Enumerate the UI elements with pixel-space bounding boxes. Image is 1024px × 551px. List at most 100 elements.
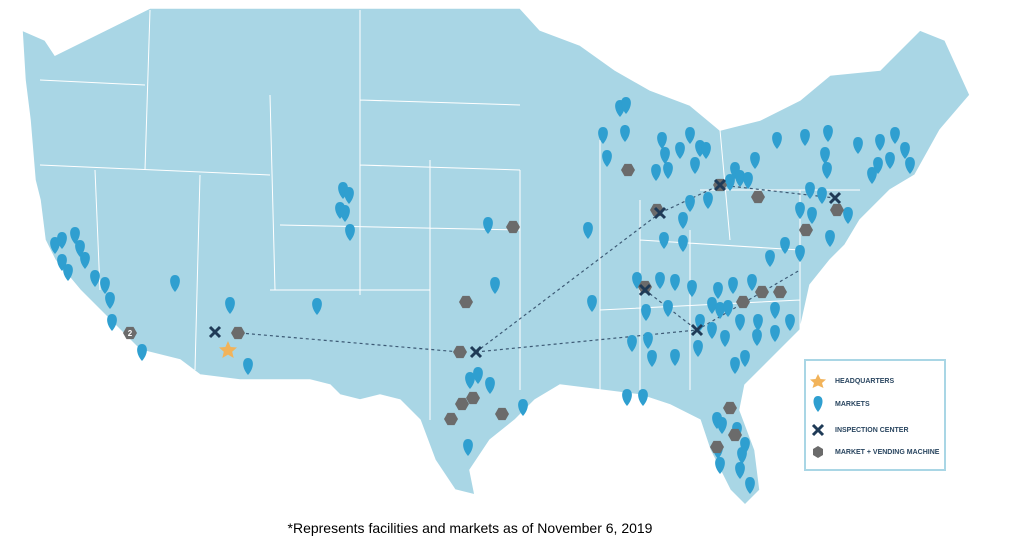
market-pin xyxy=(825,230,835,247)
inspection-center xyxy=(828,191,842,205)
market-pin xyxy=(701,142,711,159)
market-pin xyxy=(707,297,717,314)
inspection-center xyxy=(208,325,222,339)
market-pin xyxy=(843,207,853,224)
market-pin xyxy=(225,297,235,314)
market-pin xyxy=(638,389,648,406)
vending-hex xyxy=(799,223,813,237)
legend-label: MARKET + VENDING MACHINE xyxy=(835,449,940,456)
market-pin xyxy=(703,192,713,209)
inspection-center xyxy=(638,283,652,297)
market-pin xyxy=(107,314,117,331)
market-pin xyxy=(725,174,735,191)
headquarters-star xyxy=(219,341,237,358)
market-pin xyxy=(627,335,637,352)
market-pin xyxy=(770,325,780,342)
market-pin xyxy=(670,349,680,366)
market-pin xyxy=(885,152,895,169)
market-pin xyxy=(621,97,631,114)
market-pin xyxy=(587,295,597,312)
market-pin xyxy=(823,125,833,142)
market-pin xyxy=(715,302,725,319)
market-pin xyxy=(817,187,827,204)
market-pin xyxy=(63,264,73,281)
market-pin xyxy=(345,224,355,241)
market-pin xyxy=(740,350,750,367)
market-pin xyxy=(728,277,738,294)
vending-hex xyxy=(621,163,635,177)
market-pin xyxy=(243,358,253,375)
market-pin xyxy=(647,350,657,367)
market-pin xyxy=(663,162,673,179)
markers: 2 xyxy=(50,97,915,494)
market-pin xyxy=(678,235,688,252)
inspection-center xyxy=(653,206,667,220)
market-pin xyxy=(805,182,815,199)
market-pin xyxy=(70,227,80,244)
footnote: *Represents facilities and markets as of… xyxy=(288,520,653,536)
market-pin xyxy=(490,277,500,294)
vending-hex xyxy=(444,412,458,426)
vending-hex xyxy=(459,295,473,309)
market-pin xyxy=(473,367,483,384)
market-pin xyxy=(747,274,757,291)
market-pin xyxy=(663,300,673,317)
market-pin xyxy=(50,237,60,254)
vending-hex xyxy=(723,401,737,415)
market-pin xyxy=(693,340,703,357)
vending-hex xyxy=(231,326,245,340)
market-pin xyxy=(735,314,745,331)
market-pin xyxy=(785,314,795,331)
legend: HEADQUARTERS MARKETS INSPECTION CENTER M… xyxy=(804,359,946,471)
market-pin xyxy=(670,274,680,291)
market-pin xyxy=(620,125,630,142)
market-pin xyxy=(730,357,740,374)
market-pin xyxy=(750,152,760,169)
market-pin xyxy=(57,232,67,249)
market-pin xyxy=(105,292,115,309)
market-pin xyxy=(687,280,697,297)
market-pin xyxy=(737,447,747,464)
routes xyxy=(239,184,836,353)
vending-hex xyxy=(123,326,137,340)
market-pin xyxy=(643,332,653,349)
market-pin xyxy=(743,172,753,189)
market-pin xyxy=(598,127,608,144)
market-pin xyxy=(675,142,685,159)
inspection-center xyxy=(713,178,727,192)
market-pin xyxy=(780,237,790,254)
market-pin xyxy=(905,157,915,174)
inspection-center xyxy=(469,345,483,359)
market-pin xyxy=(890,127,900,144)
market-pin xyxy=(90,270,100,287)
vending-hex xyxy=(751,190,765,204)
market-pin xyxy=(752,329,762,346)
legend-label: HEADQUARTERS xyxy=(835,378,894,385)
market-pin xyxy=(723,300,733,317)
legend-label: MARKETS xyxy=(835,401,870,408)
market-pin xyxy=(853,137,863,154)
market-pin xyxy=(765,250,775,267)
market-pin xyxy=(715,457,725,474)
legend-label: INSPECTION CENTER xyxy=(835,427,909,434)
market-pin xyxy=(720,330,730,347)
vending-hex xyxy=(466,391,480,405)
vending-hex xyxy=(755,285,769,299)
market-pin xyxy=(660,147,670,164)
market-pin xyxy=(820,147,830,164)
vending-hex xyxy=(830,203,844,217)
vending-hex xyxy=(728,428,742,442)
market-pin xyxy=(655,272,665,289)
market-pin xyxy=(800,129,810,146)
market-pin xyxy=(695,314,705,331)
market-pin xyxy=(807,207,817,224)
market-pin xyxy=(100,277,110,294)
market-pin xyxy=(340,205,350,222)
vending-hex xyxy=(506,220,520,234)
vending-hex xyxy=(455,397,469,411)
market-pin xyxy=(735,462,745,479)
vending-hex xyxy=(453,345,467,359)
market-pin xyxy=(483,217,493,234)
market-pin xyxy=(463,439,473,456)
